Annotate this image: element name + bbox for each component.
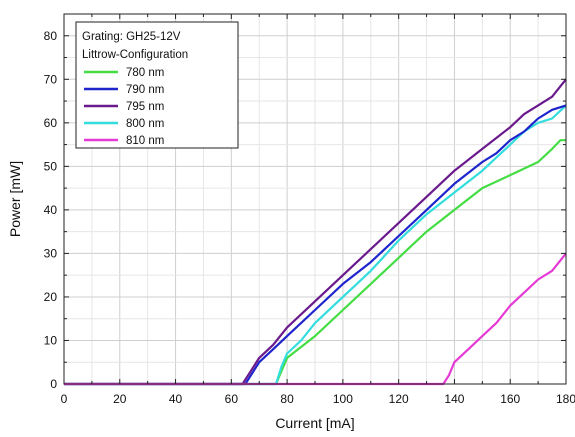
legend-label: 800 nm <box>126 118 164 130</box>
series-line <box>64 252 567 386</box>
y-tick-label: 0 <box>50 377 57 391</box>
x-tick-label: 0 <box>61 392 68 406</box>
x-axis-title: Current [mA] <box>275 415 354 431</box>
y-tick-label: 20 <box>44 290 58 304</box>
series-line <box>64 139 566 386</box>
y-tick-label: 50 <box>44 159 58 173</box>
legend: Grating: GH25-12V Littrow-Configuration … <box>75 21 239 149</box>
x-tick-label: 80 <box>280 392 294 406</box>
legend-items: 780 nm 790 nm 795 nm 800 nm 810 nm <box>84 67 164 147</box>
axis-ticks: 0 20 40 60 80 100 120 140 160 180 0 10 20 30 40 50 60 70 8… <box>44 13 575 406</box>
y-tick-label: 30 <box>44 246 58 260</box>
y-tick-label: 70 <box>44 72 58 86</box>
x-tick-label: 40 <box>169 392 183 406</box>
legend-label: 790 nm <box>126 84 164 96</box>
legend-label: 780 nm <box>126 67 164 79</box>
series-line <box>64 78 567 386</box>
x-tick-label: 100 <box>333 392 353 406</box>
series-line <box>64 104 567 386</box>
x-tick-label: 60 <box>225 392 239 406</box>
y-tick-label: 40 <box>44 203 58 217</box>
x-tick-label: 120 <box>389 392 409 406</box>
legend-title-grating: Grating: GH25-12V <box>82 31 181 43</box>
series-lines <box>64 78 567 386</box>
legend-box <box>75 21 239 149</box>
y-tick-label: 60 <box>44 116 58 130</box>
x-tick-label: 160 <box>500 392 520 406</box>
x-tick-label: 180 <box>556 392 575 406</box>
x-tick-label: 20 <box>113 392 127 406</box>
legend-label: 810 nm <box>126 135 164 147</box>
x-tick-label: 140 <box>444 392 464 406</box>
y-tick-label: 80 <box>44 29 58 43</box>
y-tick-label: 10 <box>44 333 58 347</box>
legend-label: 795 nm <box>126 101 164 113</box>
y-axis-title: Power [mW] <box>7 161 23 237</box>
legend-title-configuration: Littrow-Configuration <box>82 49 188 61</box>
